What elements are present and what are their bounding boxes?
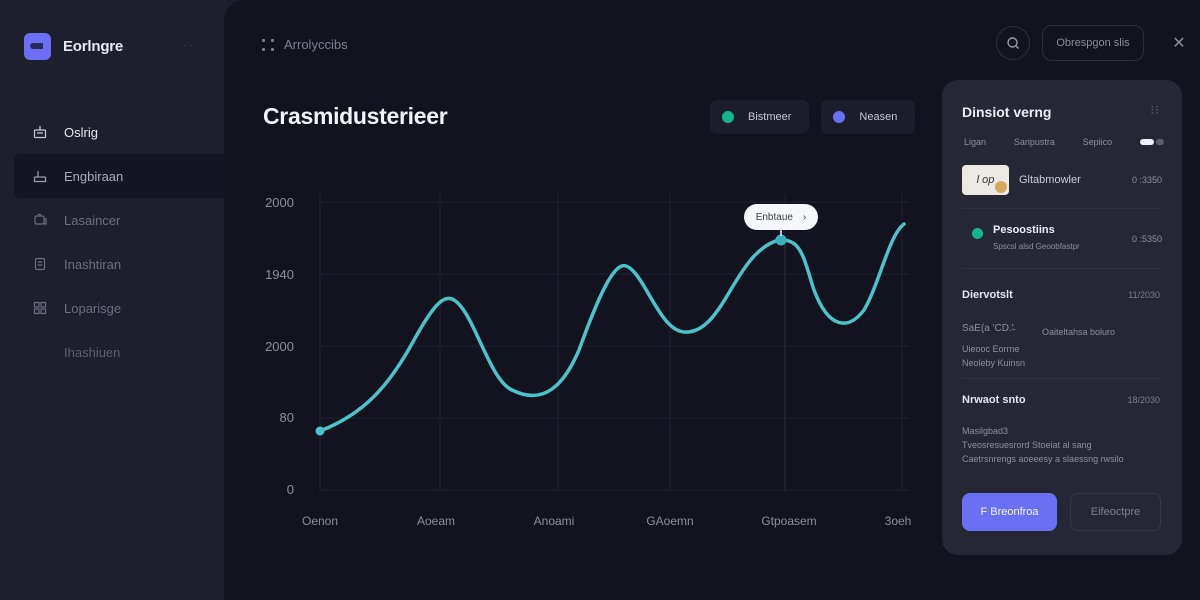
x-tick: 3oeh [884,514,912,528]
y-tick: 80 [279,410,294,425]
breadcrumb-label: Arrolyccibs [284,37,348,52]
legend-label: Bistmeer [748,111,792,123]
section-side-text: Oaiteltahsa boluro [1042,327,1116,337]
card-tabs: Ligan Saripustra Sepiico [964,137,1164,147]
x-tick: Oenon [301,514,339,528]
sidebar-item-6[interactable]: Ihashiuen [14,330,226,374]
sidebar: Eorlngre ·· Oslrig Engbiraan Lasaincer I [0,0,226,600]
tab-2[interactable]: Saripustra [1013,137,1055,147]
section-title: Diervotslt [962,289,1013,301]
page-title: Crasmidusterieer [263,103,448,129]
y-tick: 0 [286,482,294,497]
x-tick: Aoeam [416,514,456,528]
brand[interactable]: Eorlngre [24,33,123,60]
sidebar-nav: Oslrig Engbiraan Lasaincer Inashtiran Lo… [14,110,226,374]
secondary-button[interactable]: Eifeoctpre [1070,493,1161,531]
search-button[interactable] [996,26,1030,60]
tooltip-label: Enbtaue [755,211,793,223]
divider [962,208,1162,209]
legend-item-1[interactable]: Bistmeer [710,100,810,134]
y-tick: 1940 [265,267,294,282]
thumbnail-text: l op [976,174,995,186]
document-icon [32,256,48,272]
brand-logo-icon [24,33,51,60]
devices-icon [32,212,48,228]
section-line: Tveosresuesrord Stoeiat al sang [962,440,1092,450]
sidebar-item-label: Oslrig [64,124,98,140]
section-meta: 18/2030 [1127,395,1160,405]
badge-dot-icon [995,181,1007,193]
sidebar-item-1[interactable]: Oslrig [14,110,226,154]
chart-tooltip[interactable]: Enbtaue › [744,204,818,230]
list-item-name: Gltabmowler [1019,174,1081,186]
tab-3[interactable]: Sepiico [1082,137,1113,147]
divider [962,268,1162,269]
sidebar-item-5[interactable]: Loparisge [14,286,226,330]
search-icon [1007,37,1019,49]
inbox-icon [32,124,48,140]
section-line: Masilgbad3 [962,426,1009,436]
top-actions: Obrespgon slis ✕ [996,25,1190,61]
detail-card: Dinsiot verng ⁝⁝ Ligan Saripustra Sepiic… [942,80,1182,555]
more-icon[interactable]: ⁝⁝ [1150,103,1160,117]
section-line: Caetrsnrengs aoeeesy a slaessng rwsilo [962,454,1124,464]
list-item-value: 0 :3350 [1131,175,1162,185]
sidebar-item-label: Loparisge [64,300,122,316]
sidebar-item-label: Lasaincer [64,212,121,228]
breadcrumb[interactable]: Arrolyccibs [262,37,348,52]
tab-1[interactable]: Ligan [964,137,987,147]
section-title: Nrwaot snto [962,394,1026,406]
tray-icon [32,168,48,184]
y-tick: 2000 [265,339,294,354]
toggle-off-icon [1155,139,1164,145]
list-item-value: 0 :5350 [1131,234,1162,244]
sidebar-item-2[interactable]: Engbiraan [14,154,226,198]
section-line: Uieooc Eorrne [962,344,1020,354]
x-tick: Gtpoasem [761,514,817,528]
legend-item-2[interactable]: Neasen [821,100,916,134]
sidebar-item-label: Ihashiuen [64,344,121,360]
grid-icon [32,300,48,316]
close-icon[interactable]: ✕ [1172,35,1186,52]
sidebar-item-label: Engbiraan [64,168,124,184]
chevron-right-icon: › [802,211,807,223]
list-item[interactable]: l op Gltabmowler 0 :3350 [962,165,1162,195]
list-item-sub: Spscsl alsd Geoobfastpr [993,242,1080,251]
y-tick: 2000 [265,195,294,210]
status-dot-icon [972,228,983,239]
ghost-button[interactable]: Obrespgon slis [1042,25,1144,61]
toggle-on-icon [1139,139,1154,145]
section-meta: 11/2030 [1128,290,1160,300]
sidebar-item-label: Inashtiran [64,256,122,272]
section-line: Neoleby Kuinsn [962,358,1026,368]
expand-icon [262,38,274,51]
list-item[interactable]: Pesoostiins Spscsl alsd Geoobfastpr 0 :5… [962,224,1162,251]
sidebar-item-4[interactable]: Inashtiran [14,242,226,286]
dots-icon[interactable]: ·· [184,40,195,51]
chart-svg [315,194,909,492]
list-item-name: Pesoostiins [993,224,1055,236]
primary-button[interactable]: F Breonfroa [962,493,1057,531]
legend: Bistmeer Neasen [710,100,916,134]
legend-dot-icon [833,111,846,123]
brand-name: Eorlngre [63,38,124,55]
legend-dot-icon [722,111,734,123]
view-toggle[interactable] [1139,137,1164,147]
legend-label: Neasen [859,111,898,123]
x-tick: GAoemn [646,514,694,528]
sidebar-item-3[interactable]: Lasaincer [14,198,226,242]
thumbnail-image: l op [962,165,1009,195]
line-chart: 2000 1940 2000 80 0 Oenon Aoeam Anoami G… [254,180,914,540]
divider [962,378,1162,379]
section-line: SaE(a 'CD.'̵ [962,323,1014,334]
card-title: Dinsiot verng [962,104,1052,120]
x-tick: Anoami [533,514,575,528]
